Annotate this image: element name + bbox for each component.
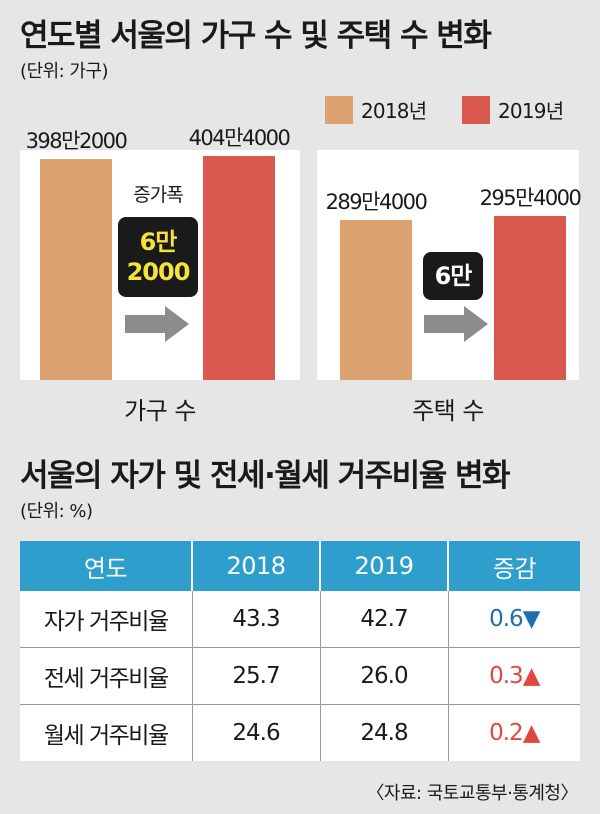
table-header-row: 연도 2018 2019 증감 [20,541,580,591]
arrow-right-icon [424,306,488,342]
change-direction-icon: ▼ [522,606,541,632]
bar-households-2019 [203,156,275,380]
category-label-housing: 주택 수 [412,397,484,425]
row-label: 전세 거주비율 [20,647,193,705]
header-2018: 2018 [192,541,321,591]
row-label: 월세 거주비율 [20,704,193,761]
cell-change: 0.3▲ [448,647,580,705]
increase-badge-households: 6만 2000 [118,217,198,297]
header-2019: 2019 [320,541,449,591]
change-value: 0.3 [489,663,524,689]
arrow-right-icon [125,306,189,342]
cell-2018: 25.7 [192,647,321,705]
category-label-households: 가구 수 [124,397,196,425]
legend-entry-2018: 2018년 [325,95,427,124]
bar-housing-2019 [494,216,566,380]
cell-2019: 24.8 [320,704,449,761]
cell-2018: 43.3 [192,591,321,648]
bar-label-housing-2019: 295만4000 [479,186,582,211]
table-title: 서울의 자가 및 전세·월세 거주비율 변화 [20,458,511,494]
legend-label-2018: 2018년 [361,99,427,123]
bar-households-2018 [40,159,112,380]
table-row: 전세 거주비율 25.7 26.0 0.3▲ [20,647,580,705]
change-direction-icon: ▲ [522,720,541,746]
chart-title: 연도별 서울의 가구 수 및 주택 수 변화 [20,18,492,54]
change-direction-icon: ▲ [522,663,541,689]
legend-swatch-2019 [462,95,490,124]
bar-housing-2018 [340,219,412,380]
header-change: 증감 [448,541,580,591]
table-row: 자가 거주비율 43.3 42.7 0.6▼ [20,591,580,648]
legend-entry-2019: 2019년 [462,95,564,124]
cell-2019: 42.7 [320,591,449,648]
increase-badge-housing-text: 6만 [434,262,473,290]
residence-ratio-table: 연도 2018 2019 증감 자가 거주비율 43.3 42.7 0.6▼ 전… [20,541,580,761]
cell-2019: 26.0 [320,647,449,705]
table-row: 월세 거주비율 24.6 24.8 0.2▲ [20,704,580,761]
bar-label-households-2019: 404만4000 [188,126,291,150]
cell-change: 0.2▲ [448,704,580,761]
table-unit: (단위: %) [20,501,93,522]
increase-badge-line-2: 2000 [126,258,191,286]
increase-badge-line-1: 6만 [139,228,178,256]
increase-caption: 증가폭 [133,184,183,206]
cell-change: 0.6▼ [448,591,580,648]
source-note: 〈자료: 국토교통부·통계청〉 [366,783,578,804]
chart-unit: (단위: 가구) [20,61,109,82]
bar-label-households-2018: 398만2000 [25,129,128,154]
change-value: 0.2 [489,720,524,746]
legend-swatch-2018 [325,95,353,124]
header-year: 연도 [20,541,193,591]
cell-2018: 24.6 [192,704,321,761]
change-value: 0.6 [489,606,524,632]
bar-label-housing-2018: 289만4000 [325,189,428,214]
row-label: 자가 거주비율 [20,591,193,648]
increase-badge-housing: 6만 [423,252,483,300]
legend-label-2019: 2019년 [498,99,564,123]
